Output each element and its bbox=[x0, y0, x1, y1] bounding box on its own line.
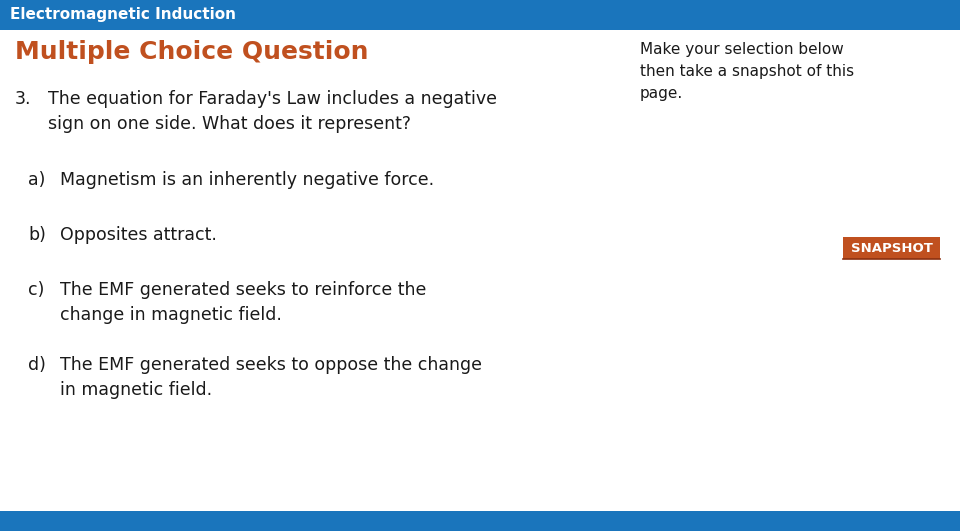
Text: b): b) bbox=[28, 226, 46, 244]
Bar bbox=[0, 0, 960, 30]
Text: Electromagnetic Induction: Electromagnetic Induction bbox=[10, 7, 236, 22]
Text: c): c) bbox=[28, 281, 44, 299]
Bar bbox=[0, 511, 960, 531]
Text: d): d) bbox=[28, 356, 46, 374]
FancyBboxPatch shape bbox=[843, 237, 940, 259]
Text: Multiple Choice Question: Multiple Choice Question bbox=[15, 40, 369, 64]
Text: a): a) bbox=[28, 171, 45, 189]
Text: SNAPSHOT: SNAPSHOT bbox=[851, 242, 932, 254]
Text: The EMF generated seeks to oppose the change
in magnetic field.: The EMF generated seeks to oppose the ch… bbox=[60, 356, 482, 399]
Text: Opposites attract.: Opposites attract. bbox=[60, 226, 217, 244]
Text: Magnetism is an inherently negative force.: Magnetism is an inherently negative forc… bbox=[60, 171, 434, 189]
Text: 3.: 3. bbox=[15, 90, 32, 108]
Text: The equation for Faraday's Law includes a negative
sign on one side. What does i: The equation for Faraday's Law includes … bbox=[48, 90, 497, 133]
Text: Make your selection below
then take a snapshot of this
page.: Make your selection below then take a sn… bbox=[640, 42, 854, 101]
Text: The EMF generated seeks to reinforce the
change in magnetic field.: The EMF generated seeks to reinforce the… bbox=[60, 281, 426, 324]
